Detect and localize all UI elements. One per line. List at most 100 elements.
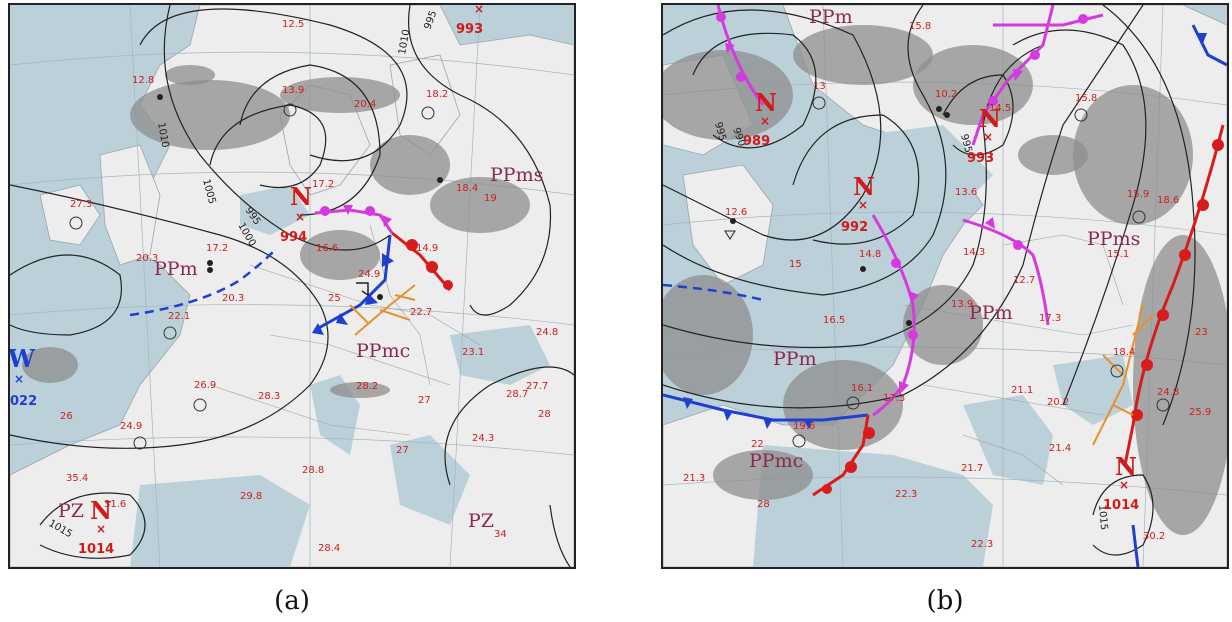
panel-caption: (a) — [274, 586, 310, 616]
low-pressure-value: 1014 — [78, 542, 114, 557]
temperature-value: 19.6 — [793, 421, 815, 432]
stations-b — [724, 96, 1170, 448]
occluded-front-symbol — [365, 206, 375, 216]
warm-front-semicircle — [822, 484, 832, 494]
station-circle-icon — [69, 216, 83, 230]
temperature-value: 28.8 — [302, 465, 324, 476]
temperature-value: 20.2 — [1047, 397, 1069, 408]
isobar-label: 1015 — [1096, 504, 1109, 530]
air-mass-label: PPm — [773, 348, 817, 370]
temperature-value: 15.1 — [1107, 249, 1129, 260]
temperature-value: 27.7 — [526, 381, 548, 392]
temperature-value: 31.6 — [104, 499, 126, 510]
air-mass-label: PPm — [809, 6, 853, 28]
rain-dot-icon — [157, 94, 163, 100]
station-circle-icon — [1110, 364, 1124, 378]
rain-dot-icon — [944, 112, 950, 118]
temperature-value: 21.3 — [683, 473, 705, 484]
low-pressure-value: 989 — [743, 134, 770, 149]
air-masses-a: PPms PPm PPmc PZ PZ — [58, 164, 543, 532]
clouds-b — [663, 25, 1227, 535]
occluded-front-symbol — [1013, 240, 1023, 250]
occluded-front-symbol — [320, 206, 330, 216]
rain-dot-icon — [906, 320, 912, 326]
temperature-value: 35.4 — [66, 473, 88, 484]
air-mass-label: PZ — [58, 500, 84, 522]
low-pressure-marker-icon: × — [295, 210, 305, 224]
frontogenesis-line — [129, 249, 276, 317]
warm-front-semicircle — [1141, 359, 1153, 371]
rain-dot-icon — [377, 294, 383, 300]
warm-front-semicircle — [426, 261, 438, 273]
temperature-value: 18.4 — [456, 183, 478, 194]
temperature-value: 28.7 — [506, 389, 528, 400]
low-pressure-marker-icon: × — [760, 114, 770, 128]
warm-front-semicircle — [845, 461, 857, 473]
temperature-value: 24.8 — [536, 327, 558, 338]
isobar-label: 995 — [958, 133, 974, 154]
station-circle-icon — [792, 434, 806, 448]
temperature-value: 28 — [757, 499, 770, 510]
temperature-value: 30.2 — [1143, 531, 1165, 542]
temperature-value: 15 — [789, 259, 802, 270]
occluded-front-symbol — [1078, 14, 1088, 24]
warm-front-semicircle — [1197, 199, 1209, 211]
temperature-value: 23.1 — [462, 347, 484, 358]
weather-map-b: 995 990 995 1015 — [661, 3, 1229, 569]
fronts-b — [663, 5, 1227, 567]
temperature-value: 28 — [538, 409, 551, 420]
temperature-value: 14.8 — [859, 249, 881, 260]
isobars-a — [10, 5, 574, 567]
rain-dot-icon — [860, 266, 866, 272]
temperature-value: 16.5 — [823, 315, 845, 326]
low-pressure-marker-icon: × — [983, 130, 993, 144]
shower-icon — [724, 230, 736, 240]
temperature-value: 29.8 — [240, 491, 262, 502]
occluded-front-symbol — [985, 217, 995, 229]
temperature-value: 34 — [494, 529, 507, 540]
convergence-line — [1092, 304, 1154, 446]
warm-front — [391, 231, 452, 291]
station-circle-icon — [193, 398, 207, 412]
cold-front-triangle — [723, 409, 733, 421]
temperature-value: 25 — [328, 293, 341, 304]
air-mass-label: PZ — [468, 510, 494, 532]
temperature-value: 24.9 — [358, 269, 380, 280]
rain-dot-icon — [730, 218, 736, 224]
temperature-value: 15.8 — [909, 21, 931, 32]
cold-front-triangle — [683, 397, 693, 409]
station-circle-icon — [846, 396, 860, 410]
temperature-value: 17.2 — [206, 243, 228, 254]
occluded-front-symbol — [1013, 69, 1023, 81]
temperature-value: 23 — [1195, 327, 1208, 338]
temperature-value: 14.5 — [989, 103, 1011, 114]
temperature-value: 22 — [751, 439, 764, 450]
cold-front — [1131, 524, 1140, 567]
synoptic-chart-a: 1010 1005 1000 995 1015 1010 995 — [10, 5, 574, 567]
temperature-value: 15.8 — [1075, 93, 1097, 104]
station-circle-icon — [812, 96, 826, 110]
temperature-value: 28.3 — [258, 391, 280, 402]
isobars-b — [663, 5, 1196, 556]
temperature-value: 14.3 — [963, 247, 985, 258]
temperature-value: 12.5 — [282, 19, 304, 30]
temperature-value: 26.9 — [194, 380, 216, 391]
cold-front-triangle — [763, 417, 773, 429]
air-mass-label: PPms — [1087, 228, 1140, 250]
temperature-value: 27 — [396, 445, 409, 456]
low-pressure-centre: N — [1115, 452, 1137, 481]
weather-map-a: 1010 1005 1000 995 1015 1010 995 — [8, 3, 576, 569]
temperature-value: 10.2 — [935, 89, 957, 100]
occluded-front-symbol — [382, 215, 392, 227]
temperature-value: 12.6 — [725, 207, 747, 218]
cold-front-triangle — [336, 313, 348, 325]
low-pressure-value: 994 — [280, 230, 307, 245]
warm-front — [1123, 124, 1225, 466]
air-mass-label: PPm — [969, 302, 1013, 324]
station-circle-icon — [163, 326, 177, 340]
rain-dot-icon — [936, 106, 942, 112]
temperature-value: 25.9 — [1189, 407, 1211, 418]
warm-front-semicircle — [1179, 249, 1191, 261]
temperature-value: 16.1 — [851, 383, 873, 394]
frontogenesis-line — [663, 283, 764, 302]
